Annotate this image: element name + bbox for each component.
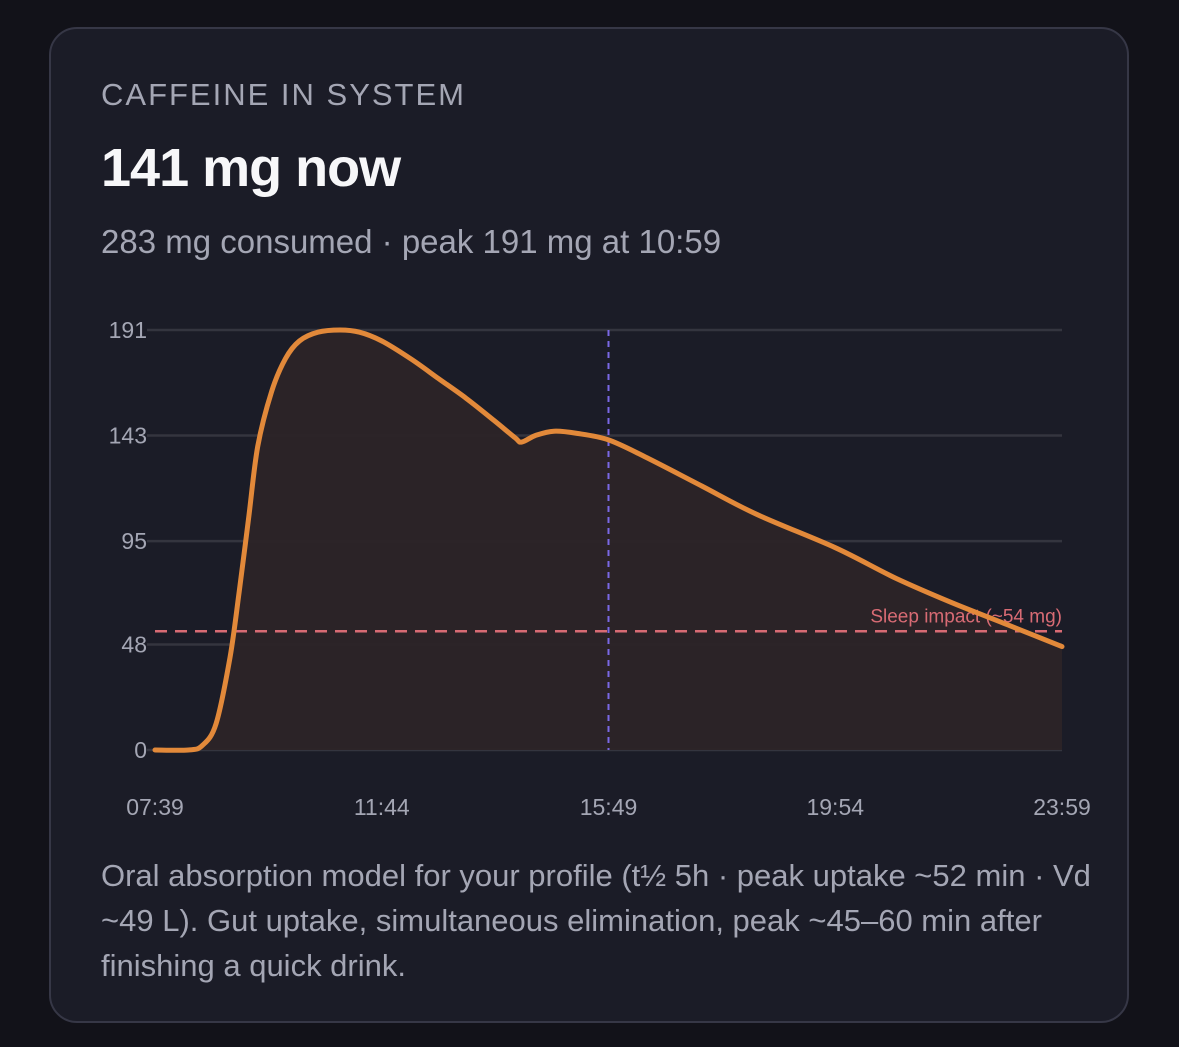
y-tick-label: 48: [121, 631, 147, 657]
y-tick-label: 95: [121, 528, 147, 554]
y-tick-label: 191: [109, 317, 147, 343]
caffeine-chart: 0 48 95 143 191 07:39 11:44 15:49 19:54 23:59 Slee…: [109, 317, 1091, 820]
x-tick-label: 23:59: [1033, 794, 1091, 820]
card-label: CAFFEINE IN SYSTEM: [101, 77, 466, 112]
caffeine-curve: [152, 327, 1065, 753]
x-tick-label: 19:54: [806, 794, 864, 820]
sleep-threshold-label: Sleep impact (~54 mg): [870, 606, 1062, 627]
x-tick-label: 11:44: [354, 794, 410, 820]
caffeine-card: CAFFEINE IN SYSTEM 141 mg now 283 mg con…: [49, 27, 1129, 1023]
y-tick-label: 143: [109, 423, 147, 449]
consumption-summary: 283 mg consumed · peak 191 mg at 10:59: [101, 223, 722, 260]
y-tick-label: 0: [134, 737, 147, 763]
x-tick-label: 15:49: [580, 794, 638, 820]
x-tick-label: 07:39: [126, 794, 184, 820]
current-caffeine-value: 141 mg now: [101, 138, 401, 198]
model-description: Oral absorption model for your profile (…: [101, 858, 1091, 983]
